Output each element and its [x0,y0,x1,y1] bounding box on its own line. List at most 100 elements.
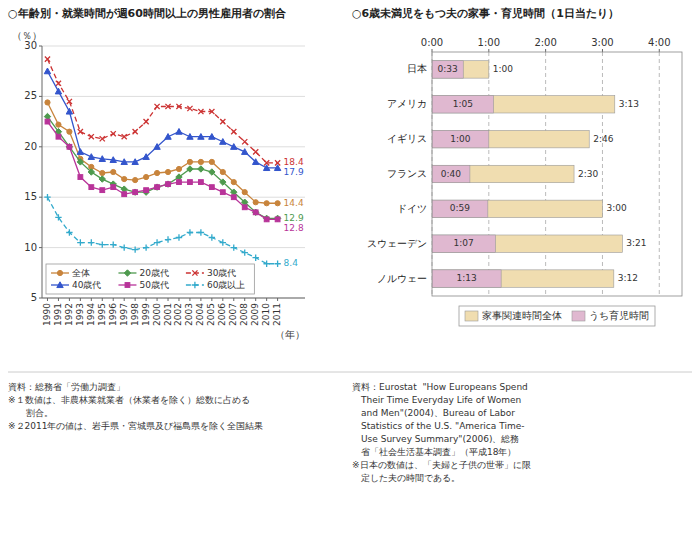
footnote: ※１数値は、非農林業就業者（休業者を除く）総数に占める [8,395,250,405]
footnote: 省「社会生活基本調査」（平成18年） [352,447,516,457]
point-marker [122,134,127,139]
point-marker [89,134,94,139]
legend-label: 40歳代 [72,280,101,290]
grid-line [42,96,305,97]
point-marker [253,149,258,154]
point-marker [209,159,214,164]
data-label: 3:13 [619,99,639,109]
point-marker [253,210,258,215]
x-tick-label: 2006 [217,303,227,326]
x-tick-label: 1997 [119,303,129,326]
point-marker [176,104,181,109]
bar [432,270,614,287]
grid-line [42,298,305,299]
point-marker [110,241,116,247]
x-tick-label: 2000 [152,303,162,326]
point-marker [231,144,237,150]
point-marker [275,201,280,206]
point-marker [220,190,225,195]
point-marker [220,239,226,245]
point-marker [198,109,203,114]
point-marker [165,134,171,140]
point-marker [45,119,50,124]
x-tick-label: 2003 [184,303,194,326]
x-tick-label: 1990 [42,303,52,326]
x-tick-label: 2:00 [534,37,556,48]
grid-line [42,146,305,147]
line-chart: ○年齢別・就業時間が週60時間以上の男性雇用者の割合51015202530199… [8,7,305,340]
point-marker [154,239,160,245]
point-marker [132,246,138,252]
data-label: 0:40 [441,169,461,179]
bar [432,130,589,147]
footnote: 資料：Eurostat "How Europeans Spend [352,382,528,392]
data-label: 0:59 [450,203,470,213]
bar [432,165,470,182]
point-marker [44,194,50,200]
point-marker [111,185,116,190]
point-marker [66,144,72,150]
point-marker [209,134,215,140]
grid-line [42,197,305,198]
y-tick-label: 20 [24,141,37,152]
bar [432,96,494,113]
end-label: 12.9 [284,213,304,223]
point-marker [111,169,116,174]
footnote: 割合。 [8,408,53,418]
point-marker [263,215,269,221]
point-marker [133,190,138,195]
x-tick-label: 1999 [141,303,151,326]
point-marker [132,189,138,195]
point-marker [144,188,149,193]
point-marker [99,241,105,247]
point-marker [198,159,203,164]
x-tick-label: 2004 [195,303,205,326]
bar [432,165,574,182]
legend-label: 全体 [72,268,90,278]
point-marker [165,104,170,109]
point-marker [133,129,138,134]
data-label: 3:12 [618,273,638,283]
point-marker [154,104,159,109]
data-label: 2:46 [593,134,613,144]
point-marker [100,170,105,175]
point-marker [45,100,50,105]
point-marker [77,149,83,155]
legend-box [459,306,655,326]
point-marker [55,214,61,220]
point-marker [165,181,171,187]
end-label: 14.4 [284,198,304,208]
point-marker [154,170,159,175]
x-axis-line [42,298,305,299]
point-marker [198,180,203,185]
data-label: 2:30 [578,169,598,179]
data-label: 1:07 [454,238,474,248]
plot-area [44,57,281,267]
x-tick-label: 2007 [228,303,238,326]
data-label: 3:21 [626,238,646,248]
point-marker [45,57,50,62]
category-label: フランス [387,168,427,179]
point-marker [89,185,94,190]
end-label: 17.9 [284,167,304,177]
point-marker [188,180,193,185]
point-marker [209,109,214,114]
series-line [47,102,277,203]
data-label: 1:05 [453,99,473,109]
bar [432,270,501,287]
point-marker [88,169,94,175]
legend-marker [192,282,198,288]
point-marker [56,81,61,86]
point-marker [78,175,83,180]
point-marker [220,119,225,124]
footnote: and Men"(2004)、Bureau of Labor [352,408,515,418]
chart-title: ○6歳未満児をもつ夫の家事・育児時間（1日当たり） [352,7,619,20]
x-tick-label: 1995 [97,303,107,326]
footnote: Their Time Everyday Life of Women [352,395,521,405]
point-marker [100,136,105,141]
grid-line [42,247,305,248]
point-marker [121,244,127,250]
point-marker [56,134,61,139]
x-tick-label: 2008 [239,303,249,326]
point-marker [242,205,247,210]
